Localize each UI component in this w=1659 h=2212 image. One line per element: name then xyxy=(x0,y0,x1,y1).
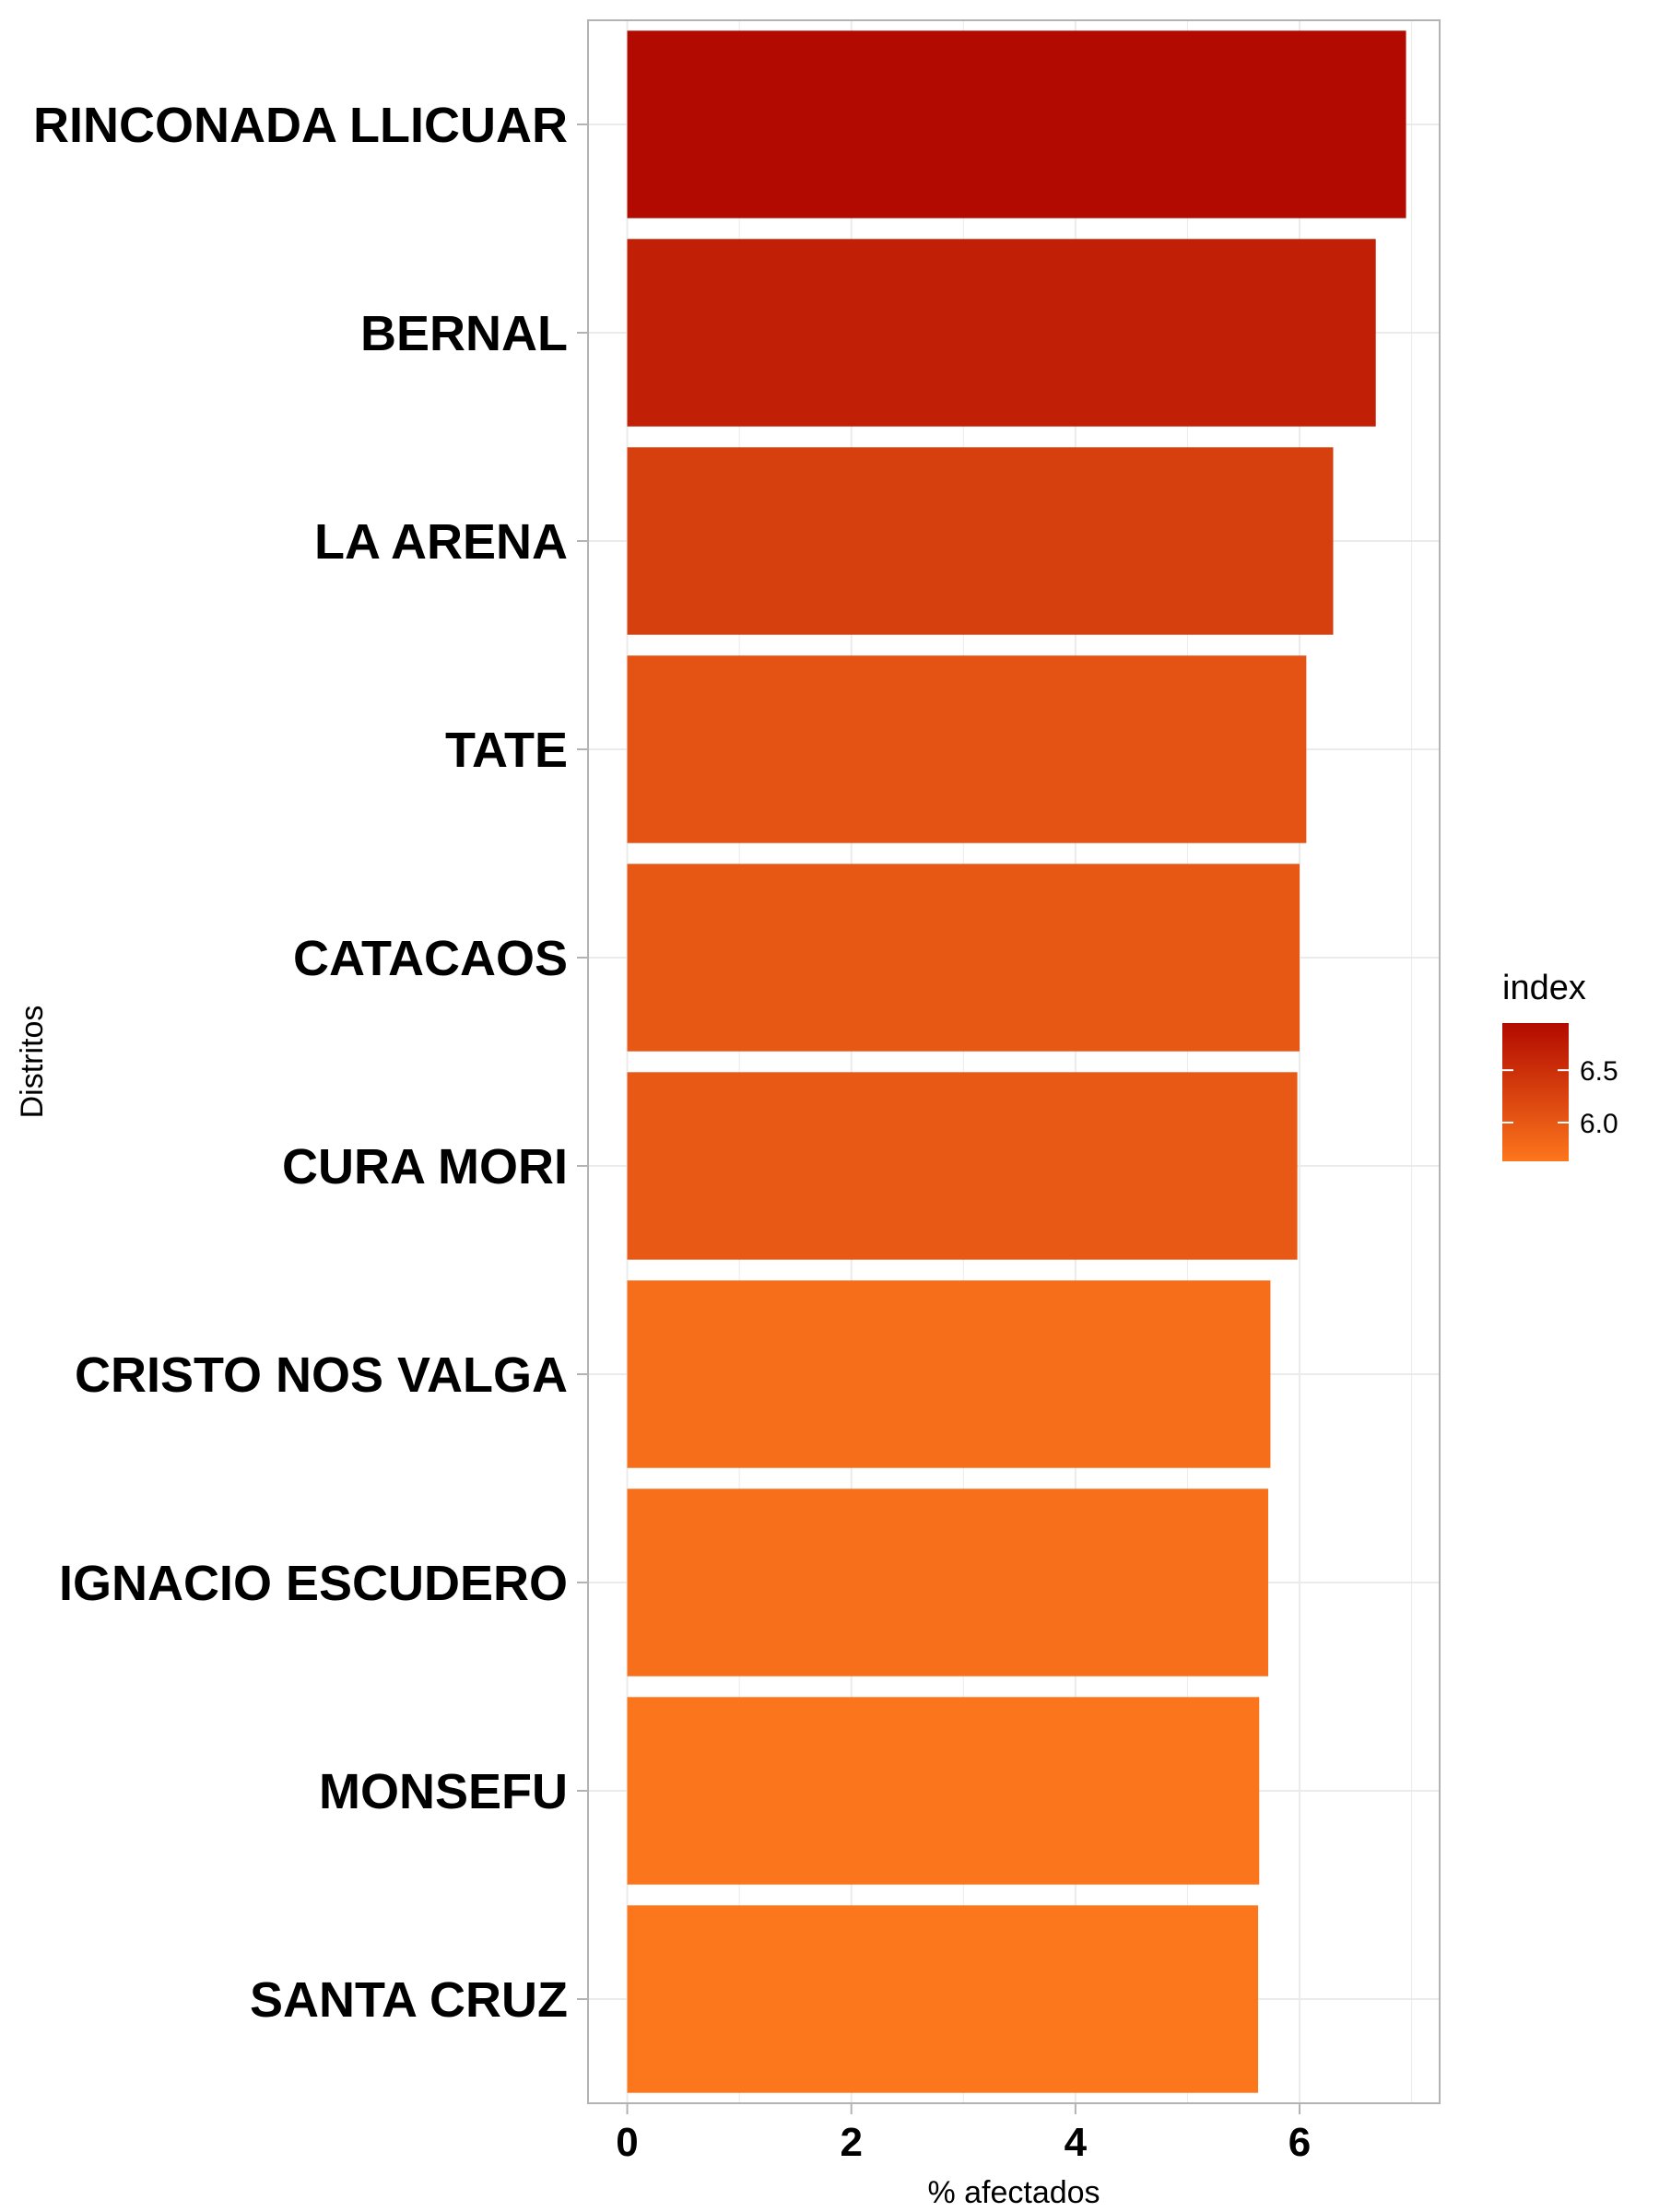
bar xyxy=(627,239,1376,427)
category-label: CURA MORI xyxy=(282,1139,568,1194)
category-label: TATE xyxy=(445,723,568,778)
bar xyxy=(627,655,1307,843)
bar xyxy=(627,1905,1259,2093)
bars xyxy=(627,30,1406,2093)
bar xyxy=(627,447,1334,635)
bar xyxy=(627,30,1406,218)
x-tick-label: 0 xyxy=(616,2120,638,2165)
bar xyxy=(627,1280,1271,1468)
category-label: RINCONADA LLICUAR xyxy=(33,98,568,153)
legend-color-bar xyxy=(1502,1023,1569,1161)
category-label: IGNACIO ESCUDERO xyxy=(59,1556,568,1611)
category-label: SANTA CRUZ xyxy=(250,1972,568,2028)
category-label: CATACAOS xyxy=(293,931,568,986)
category-label: MONSEFU xyxy=(319,1764,568,1819)
category-label: BERNAL xyxy=(360,306,568,361)
x-axis-title: % afectados xyxy=(927,2175,1100,2210)
x-tick-label: 6 xyxy=(1288,2120,1311,2165)
legend-tick-label: 6.0 xyxy=(1580,1109,1618,1139)
y-axis-title: Distritos xyxy=(15,1006,50,1119)
bar xyxy=(627,1697,1260,1885)
x-tick-label: 2 xyxy=(840,2120,862,2165)
category-label: CRISTO NOS VALGA xyxy=(75,1347,568,1403)
plot-panel-border xyxy=(587,19,1441,2104)
legend-title: index xyxy=(1502,969,1586,1007)
x-axis-ticks: 0 2 4 6 xyxy=(616,2103,1311,2165)
bar xyxy=(627,864,1300,1052)
color-legend: index 6.5 6.0 xyxy=(1502,969,1618,1161)
bar xyxy=(627,1072,1298,1260)
category-label: LA ARENA xyxy=(314,514,568,570)
y-axis-ticks: RINCONADA LLICUAR BERNAL LA ARENA TATE CATAC… xyxy=(33,98,588,2028)
x-tick-label: 4 xyxy=(1065,2120,1088,2165)
legend-tick-label: 6.5 xyxy=(1580,1056,1618,1087)
legend-ticks: 6.5 6.0 xyxy=(1502,1056,1618,1139)
bar xyxy=(627,1488,1268,1677)
